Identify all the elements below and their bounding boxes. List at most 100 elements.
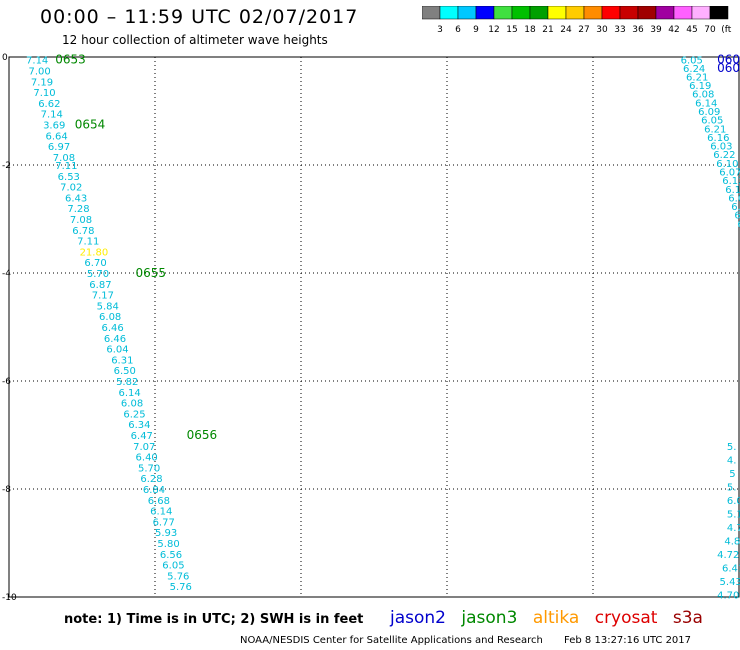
wave-height-label: 6.11 — [731, 202, 740, 213]
wave-height-label: 6.21 — [686, 72, 708, 83]
wave-height-label: 6.16 — [707, 133, 729, 144]
wave-height-label: 6.25 — [123, 409, 145, 420]
page-title: 00:00 – 11:59 UTC 02/07/2017 — [40, 6, 359, 28]
wave-height-label: 6.64 — [46, 131, 68, 142]
wave-height-label: 4.70 — [717, 590, 739, 600]
wave-height-label: 5.70 — [138, 463, 160, 474]
wave-height-label: 6.20 — [734, 211, 740, 222]
wave-height-label: 4.7 — [727, 523, 740, 534]
wave-height-label: 6.04 — [106, 345, 128, 356]
wave-height-label: 6.68 — [148, 496, 170, 507]
wave-height-label: 5.70 — [87, 269, 109, 280]
wave-height-label: 0655 — [136, 266, 167, 280]
wave-height-label: 6.78 — [72, 226, 94, 237]
wave-height-label: 6.28 — [140, 474, 162, 485]
wave-height-label: 5.76 — [170, 582, 192, 593]
legend-s3a: s3a — [672, 608, 703, 628]
wave-height-label: 7.14 — [26, 56, 48, 67]
wave-height-label: 0654 — [75, 118, 106, 132]
satellite-legend: jason2 jason3 altika cryosat s3a — [390, 608, 713, 628]
wave-height-label: 6.97 — [48, 142, 70, 153]
credit-date: Feb 8 13:27:16 UTC 2017 — [564, 635, 692, 646]
wave-height-label: 21.80 — [80, 247, 109, 258]
wave-height-label: 6.05 — [681, 56, 703, 67]
wave-height-label: 6.87 — [89, 280, 111, 291]
colorbar-label: 36 — [632, 25, 644, 35]
y-tick-label: -8 — [2, 485, 11, 495]
wave-height-label: 5.1 — [727, 509, 740, 520]
wave-height-label: 4. — [727, 455, 737, 466]
colorbar-label: 45 — [686, 25, 697, 35]
y-tick-label: -2 — [2, 161, 11, 171]
wave-height-label: 6.34 — [128, 420, 150, 431]
wave-height-label: 6.53 — [58, 172, 80, 183]
wave-height-label: 5. — [727, 482, 737, 493]
wave-height-label: 6.22 — [713, 150, 735, 161]
wave-height-label: 7.17 — [92, 291, 114, 302]
colorbar-label: 9 — [473, 25, 479, 35]
colorbar-label: 24 — [560, 25, 572, 35]
wave-height-label: 6.10 — [716, 159, 738, 170]
wave-height-label: 5. — [727, 442, 737, 453]
legend-altika: altika — [532, 608, 580, 628]
wave-height-label: 6.47 — [131, 431, 153, 442]
wave-height-label: 6.56 — [160, 550, 182, 561]
colorbar-label: 30 — [596, 25, 608, 35]
wave-height-label: 6.77 — [153, 517, 175, 528]
wave-height-label: 6.24 — [683, 64, 705, 75]
wave-height-label: 5.82 — [116, 377, 138, 388]
wave-height-label: 7.08 — [70, 215, 92, 226]
wave-height-label: 6.05 — [162, 561, 184, 572]
wave-height-label: 6.14 — [150, 507, 172, 518]
legend-jason2: jason2 — [390, 608, 446, 628]
colorbar-label: 18 — [524, 25, 536, 35]
wave-height-label: 7.08 — [53, 153, 75, 164]
colorbar-label: 42 — [668, 25, 679, 35]
wave-height-label: 6.50 — [114, 366, 136, 377]
wave-height-label: 6.09 — [737, 219, 740, 230]
colorbar-swatch — [709, 6, 729, 20]
wave-height-label: 7.02 — [60, 183, 82, 194]
wave-height-label: 4.72 — [717, 550, 739, 561]
y-tick-label: -4 — [2, 269, 11, 279]
legend-cryosat: cryosat — [594, 608, 658, 628]
wave-height-label: 5.76 — [167, 571, 189, 582]
wave-height-label: 6.08 — [99, 312, 121, 323]
colorbar-label: 27 — [578, 25, 589, 35]
wave-height-label: 6.70 — [84, 258, 106, 269]
wave-height-label: 6.41 — [722, 563, 740, 574]
wave-height-label: 6.12 — [722, 176, 740, 187]
wave-height-label: 7.19 — [31, 77, 53, 88]
wave-height-label: 6.03 — [710, 142, 732, 153]
wave-height-label: 6.14 — [695, 98, 717, 109]
wave-height-label: 7.28 — [67, 204, 89, 215]
y-tick-label: -10 — [2, 593, 17, 600]
wave-height-label: 060 — [717, 61, 740, 75]
colorbar-label: 12 — [488, 25, 499, 35]
wave-height-label: 6.46 — [104, 334, 126, 345]
page-subtitle: 12 hour collection of altimeter wave hei… — [62, 33, 328, 47]
wave-height-label: 5.84 — [97, 301, 119, 312]
colorbar-label: 3 — [437, 25, 443, 35]
wave-height-label: 6.08 — [692, 90, 714, 101]
y-tick-label: -6 — [2, 377, 11, 387]
wave-height-label: 6.31 — [111, 355, 133, 366]
wave-height-label: 5.43 — [720, 577, 740, 588]
wave-height-label: 6.43 — [65, 193, 87, 204]
wave-height-label: 5 — [729, 469, 735, 480]
wave-height-label: 4.84 — [724, 536, 740, 547]
credit-org: NOAA/NESDIS Center for Satellite Applica… — [240, 635, 543, 646]
wave-height-label: 6.05 — [701, 116, 723, 127]
wave-height-label: 5.93 — [155, 528, 177, 539]
colorbar-label: 21 — [542, 25, 553, 35]
wave-height-label: 6.62 — [38, 99, 60, 110]
wave-height-label: 6.09 — [698, 107, 720, 118]
plot-frame — [8, 56, 740, 598]
wave-height-label: 6.05 — [728, 193, 740, 204]
wave-height-label: 7.14 — [41, 110, 63, 121]
wave-height-label: 7.11 — [55, 161, 77, 172]
wave-height-label: 6.08 — [121, 399, 143, 410]
wave-height-label: 6.0 — [727, 496, 740, 507]
wave-height-label: 7.07 — [133, 442, 155, 453]
